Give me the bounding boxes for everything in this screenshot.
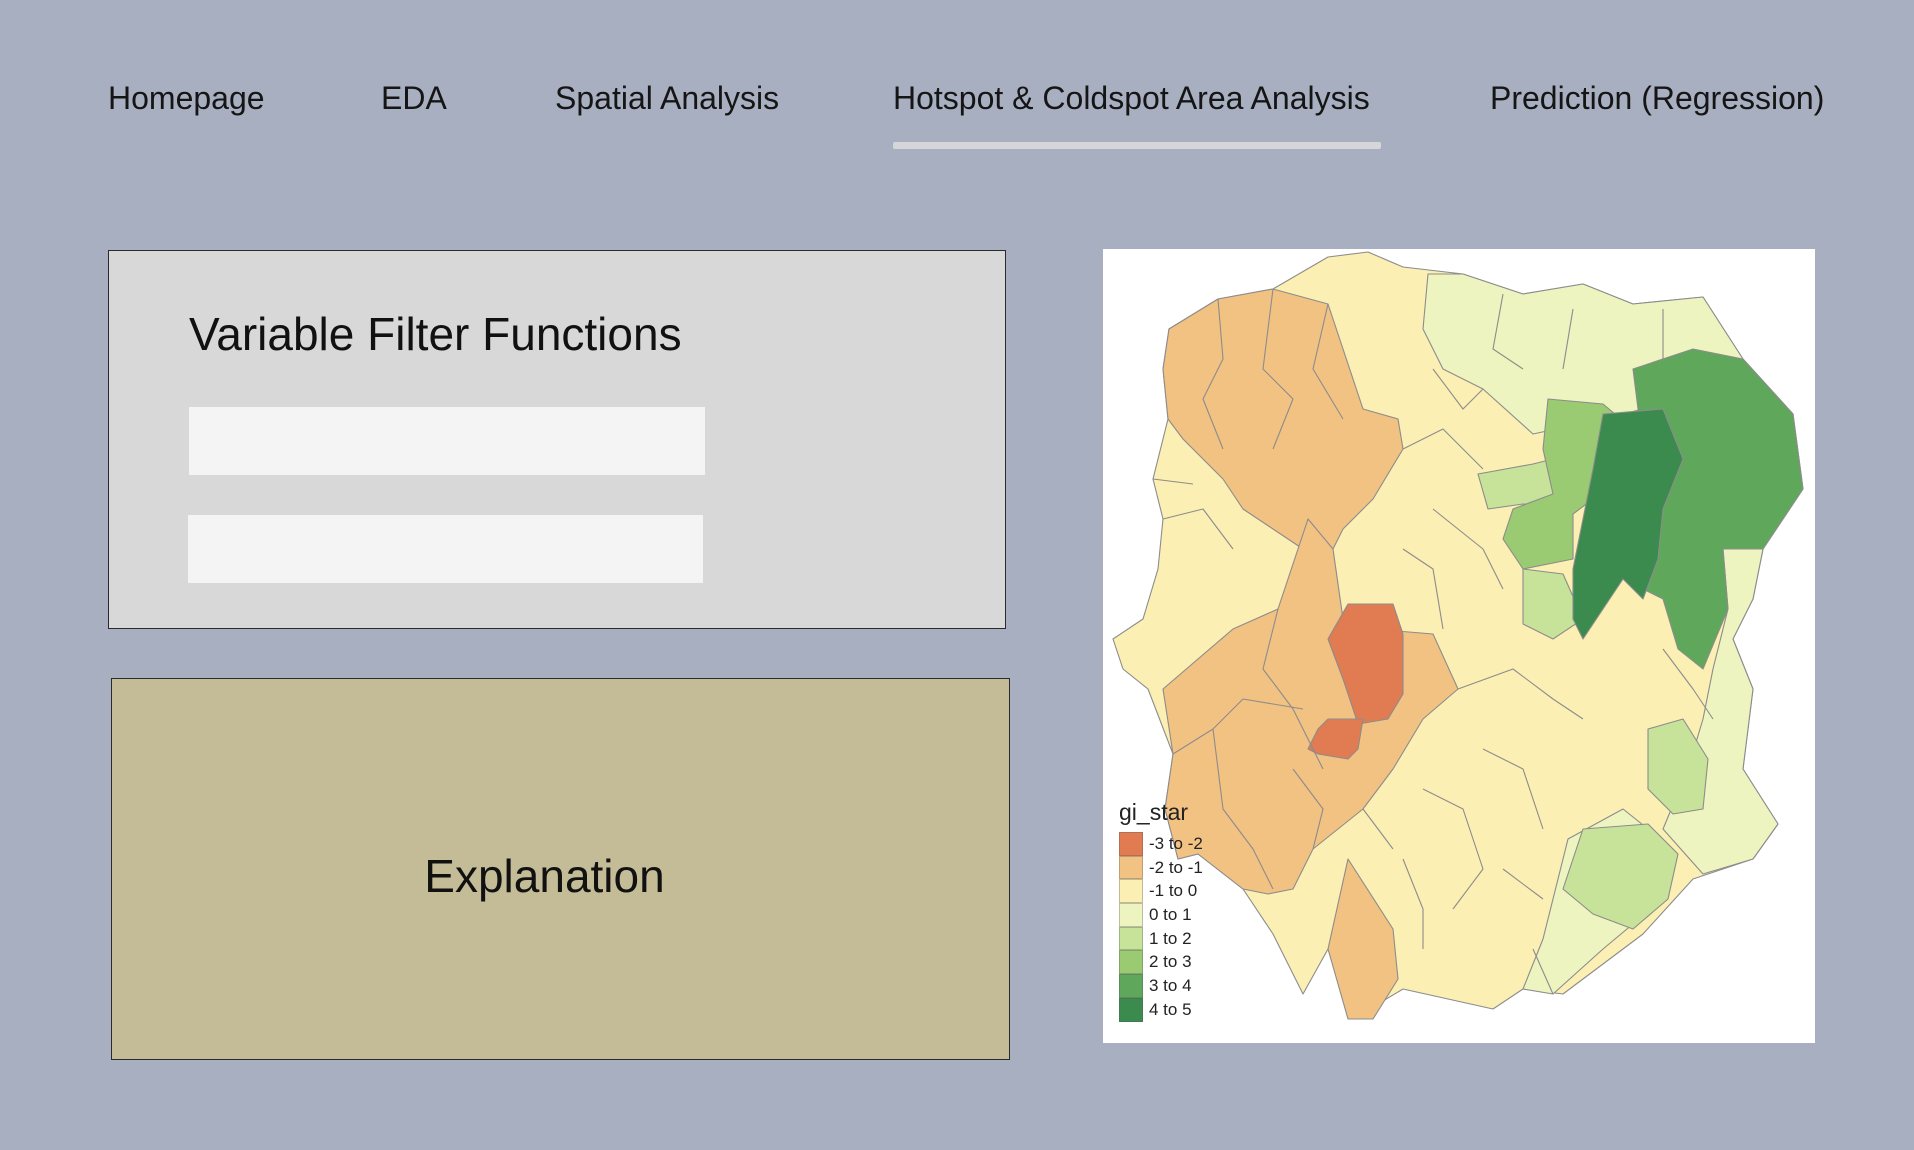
legend-label: 0 to 1	[1149, 904, 1192, 924]
legend-label: -1 to 0	[1149, 881, 1198, 901]
legend-label: 1 to 2	[1149, 928, 1192, 948]
variable-filter-panel: Variable Filter Functions	[108, 250, 1006, 629]
map-region-central-orange	[1162, 518, 1459, 895]
legend-label: -2 to -1	[1149, 857, 1203, 877]
tab-prediction-regression[interactable]: Prediction (Regression)	[1490, 80, 1825, 116]
map-legend: gi_star -3 to -2 -2 to -1 -1 to 0 0 to 1 1 t…	[1119, 799, 1203, 1022]
legend-label: 3 to 4	[1149, 975, 1192, 995]
map-graphic	[1103, 249, 1804, 1020]
legend-swatch	[1119, 855, 1143, 880]
gi-star-choropleth-map: gi_star -3 to -2 -2 to -1 -1 to 0 0 to 1 1 t…	[1103, 249, 1815, 1043]
tab-eda[interactable]: EDA	[381, 80, 447, 116]
map-region-south-orange	[1327, 858, 1399, 1020]
legend-title: gi_star	[1119, 799, 1189, 825]
legend-swatch	[1119, 903, 1143, 927]
legend-item: 2 to 3	[1119, 950, 1203, 975]
legend-swatch	[1119, 950, 1143, 975]
map-region-1to2-b	[1562, 823, 1679, 930]
legend-item: 0 to 1	[1119, 903, 1203, 927]
legend-label: -3 to -2	[1149, 833, 1203, 853]
filter-input-2[interactable]	[188, 515, 703, 583]
legend-label: 4 to 5	[1149, 999, 1192, 1019]
legend-label: 2 to 3	[1149, 952, 1192, 972]
filter-panel-title: Variable Filter Functions	[189, 308, 682, 360]
map-region-1to2-c	[1647, 718, 1709, 815]
legend-item: -2 to -1	[1119, 855, 1203, 880]
explanation-panel: Explanation	[111, 678, 1010, 1060]
map-region-coldspot-a	[1327, 603, 1404, 725]
map-region-coldspot-b	[1307, 718, 1364, 760]
legend-swatch	[1119, 879, 1143, 904]
filter-input-1[interactable]	[189, 407, 705, 475]
legend-swatch	[1119, 974, 1143, 998]
explanation-label: Explanation	[424, 850, 665, 902]
legend-item: 4 to 5	[1119, 997, 1203, 1022]
legend-swatch	[1119, 997, 1143, 1022]
tab-homepage[interactable]: Homepage	[108, 80, 265, 116]
legend-swatch	[1119, 832, 1143, 856]
legend-swatch	[1119, 926, 1143, 951]
legend-item: 3 to 4	[1119, 974, 1203, 998]
legend-item: -3 to -2	[1119, 832, 1203, 856]
map-region-1to2-d	[1522, 568, 1584, 640]
active-tab-underline	[893, 142, 1381, 149]
tab-spatial-analysis[interactable]: Spatial Analysis	[555, 80, 780, 116]
legend-item: -1 to 0	[1119, 879, 1203, 904]
tab-hotspot-coldspot-analysis[interactable]: Hotspot & Coldspot Area Analysis	[893, 80, 1370, 116]
legend-item: 1 to 2	[1119, 926, 1203, 951]
map-region-4to5	[1572, 408, 1684, 640]
